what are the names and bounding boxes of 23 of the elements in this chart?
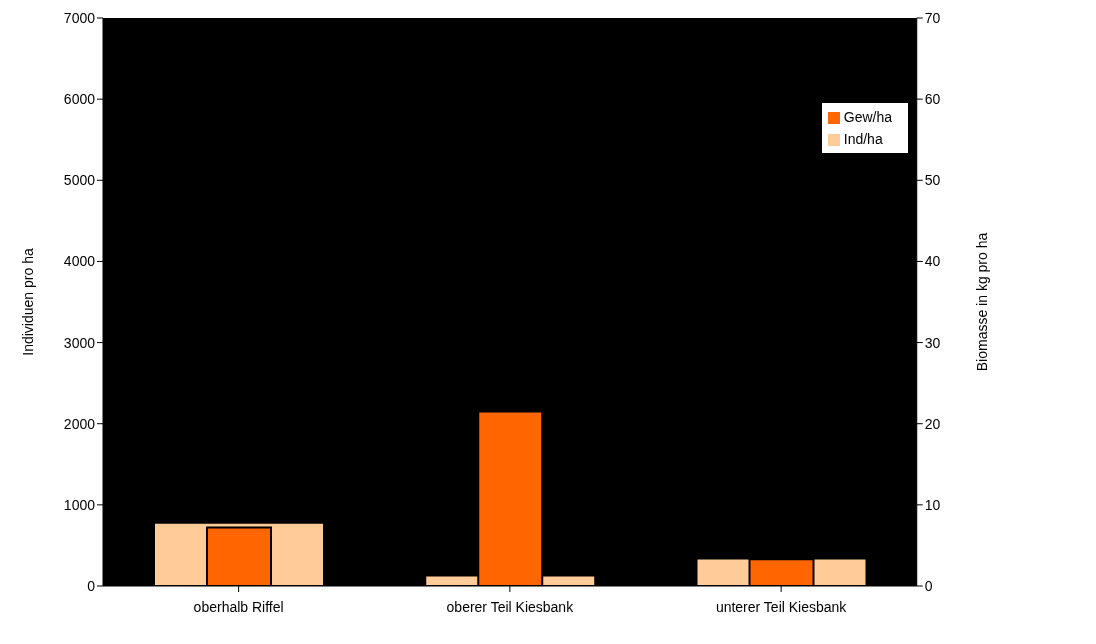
y2-tick-label: 20 [924,415,941,432]
y2-tick-label: 60 [924,91,941,108]
y2-tick-label: 40 [924,253,941,270]
y-tick-label: 5000 [63,172,96,189]
y2-axis-title: Biomasse in kg pro ha [973,232,990,372]
y2-tick-label: 0 [924,577,933,594]
legend-label: Ind/ha [843,131,883,147]
y-tick-label: 2000 [63,415,96,432]
x-tick-label: oberhalb Riffel [193,598,284,615]
y-tick-label: 3000 [63,334,96,351]
y2-tick-label: 10 [924,496,941,513]
y-tick-label: 1000 [63,496,96,513]
y-tick-label: 7000 [63,9,96,26]
y2-tick-label: 50 [924,172,941,189]
y-tick-label: 6000 [63,91,96,108]
y2-tick-label: 30 [924,334,941,351]
y-tick-label: 0 [87,577,96,594]
y2-tick-label: 70 [924,9,941,26]
x-tick-label: unterer Teil Kiesbank [715,598,848,615]
x-tick-label: oberer Teil Kiesbank [446,598,575,615]
legend-label: Gew/ha [843,109,892,125]
y-tick-label: 4000 [63,253,96,270]
y-axis-title: Individuen pro ha [19,248,36,356]
